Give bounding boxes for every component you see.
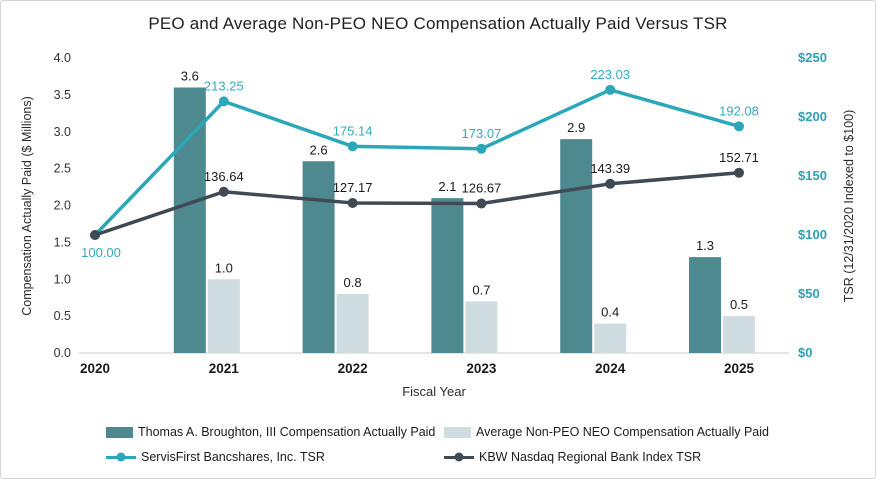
servisfirst-tsr-label-2023: 173.07 <box>462 126 502 141</box>
legend-item-neo-bar: Average Non-PEO NEO Compensation Actuall… <box>444 425 769 439</box>
kbw-tsr-point-2021 <box>218 186 229 197</box>
kbw-tsr-label-2024: 143.39 <box>590 161 630 176</box>
kbw-tsr-line <box>94 171 740 237</box>
servisfirst-tsr-label-2021: 213.25 <box>204 78 244 93</box>
left-axis-tick: 3.0 <box>54 125 71 139</box>
bar-label-neo-2023: 0.7 <box>472 282 490 297</box>
kbw-tsr-point-2020 <box>90 230 100 240</box>
kbw-tsr-label-2021: 136.64 <box>204 169 244 184</box>
servisfirst-tsr-label-2020: 100.00 <box>81 245 121 260</box>
chart-title: PEO and Average Non-PEO NEO Compensation… <box>148 14 728 33</box>
kbw-tsr-line-marker-icon <box>444 452 474 462</box>
bar-label-peo-2024: 2.9 <box>567 120 585 135</box>
chart-plot: 0.0 0.5 1.0 1.5 2.0 2.5 3.0 3.5 4.0 $0 $50 $100 $150… <box>20 50 856 399</box>
x-axis-tick-2022: 2022 <box>338 361 368 376</box>
bar-peo-2024 <box>560 139 593 353</box>
bar-neo-2023 <box>465 301 498 353</box>
left-axis-tick: 1.5 <box>54 235 71 249</box>
bar-neo-2024 <box>594 323 627 353</box>
left-axis-tick: 1.0 <box>54 272 71 286</box>
bar-peo-2025 <box>689 257 721 353</box>
bar-peo-2023 <box>431 198 464 353</box>
servisfirst-tsr-line <box>93 88 740 237</box>
servisfirst-tsr-point-2021 <box>218 96 229 107</box>
x-axis-tick-2023: 2023 <box>466 361 497 376</box>
bar-label-neo-2024: 0.4 <box>601 305 619 320</box>
left-axis-title: Compensation Actually Paid ($ Millions) <box>20 96 34 316</box>
left-axis-tick: 2.5 <box>54 162 71 176</box>
legend-item-servisfirst-tsr: ServisFirst Bancshares, Inc. TSR <box>106 450 325 464</box>
servisfirst-tsr-point-2025 <box>734 121 744 132</box>
bar-neo-2021 <box>207 279 240 353</box>
kbw-tsr-point-2025 <box>734 167 744 178</box>
bar-peo-2022 <box>302 161 335 353</box>
bar-label-peo-2023: 2.1 <box>438 179 456 194</box>
bar-peo-2021 <box>173 87 206 353</box>
kbw-tsr-point-2023 <box>476 198 487 209</box>
x-axis-tick-2024: 2024 <box>595 361 626 376</box>
left-axis-tick: 0.0 <box>54 346 71 360</box>
servisfirst-tsr-point-2024 <box>605 84 616 95</box>
servisfirst-tsr-label-2024: 223.03 <box>590 67 630 82</box>
bar-label-peo-2025: 1.3 <box>696 238 714 253</box>
legend-label-kbw-tsr: KBW Nasdaq Regional Bank Index TSR <box>479 450 702 464</box>
x-axis-tick-2025: 2025 <box>724 361 755 376</box>
x-axis-tick-2021: 2021 <box>209 361 240 376</box>
bar-neo-2022 <box>336 294 369 353</box>
bar-label-peo-2022: 2.6 <box>310 142 328 157</box>
right-axis-tick: $0 <box>798 345 812 360</box>
kbw-tsr-label-2022: 127.17 <box>333 180 373 195</box>
kbw-tsr-label-2025: 152.71 <box>719 150 759 165</box>
x-axis-title: Fiscal Year <box>402 384 466 399</box>
legend-label-peo-bar: Thomas A. Broughton, III Compensation Ac… <box>138 425 436 439</box>
servisfirst-tsr-point-2022 <box>347 141 358 152</box>
left-axis-tick: 0.5 <box>54 309 71 323</box>
bar-label-neo-2021: 1.0 <box>215 260 233 275</box>
right-axis-tick: $100 <box>798 227 827 242</box>
legend-label-neo-bar: Average Non-PEO NEO Compensation Actuall… <box>476 425 769 439</box>
legend-item-kbw-tsr: KBW Nasdaq Regional Bank Index TSR <box>444 450 701 464</box>
kbw-tsr-point-2022 <box>347 197 358 208</box>
bar-label-neo-2022: 0.8 <box>344 275 362 290</box>
servisfirst-tsr-line-marker-icon <box>106 452 136 462</box>
bar-label-peo-2021: 3.6 <box>181 69 199 84</box>
servisfirst-tsr-point-2023 <box>476 143 487 154</box>
servisfirst-tsr-label-2025: 192.08 <box>719 103 759 118</box>
right-axis-tick: $150 <box>798 168 827 183</box>
legend-label-servisfirst-tsr: ServisFirst Bancshares, Inc. TSR <box>141 450 325 464</box>
peo-bar-swatch-icon <box>106 426 133 438</box>
x-axis-tick-2020: 2020 <box>80 361 110 376</box>
left-axis-tick: 2.0 <box>54 199 71 213</box>
legend-item-peo-bar: Thomas A. Broughton, III Compensation Ac… <box>106 425 435 439</box>
right-axis-tick: $50 <box>798 286 820 301</box>
right-axis-tick: $200 <box>798 109 827 124</box>
left-axis-tick: 3.5 <box>54 88 71 102</box>
kbw-tsr-point-2024 <box>605 178 616 189</box>
neo-bar-swatch-icon <box>444 426 471 438</box>
bar-neo-2025 <box>723 316 755 353</box>
servisfirst-tsr-label-2022: 175.14 <box>333 123 373 138</box>
right-axis-title: TSR (12/31/2020 Indexed to $100) <box>842 110 856 303</box>
left-axis-tick: 4.0 <box>54 51 71 65</box>
right-axis-tick: $250 <box>798 50 827 65</box>
kbw-tsr-label-2023: 126.67 <box>462 181 502 196</box>
bar-label-neo-2025: 0.5 <box>730 297 748 312</box>
